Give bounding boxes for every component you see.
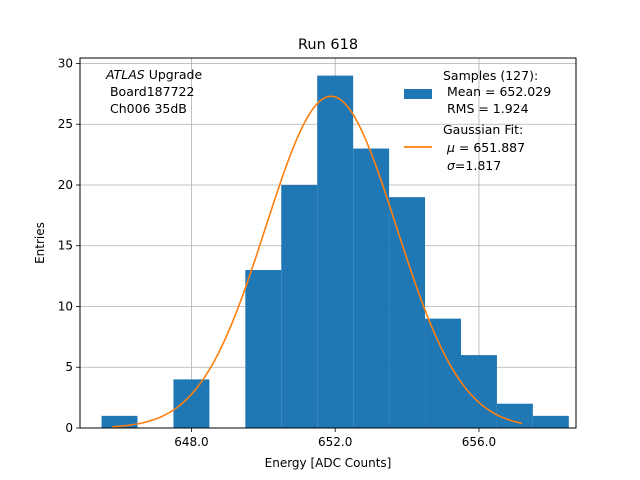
mu-symbol: μ xyxy=(446,140,455,155)
chart-title: Run 618 xyxy=(298,37,358,53)
x-axis-ticks: 648.0 652.0 656.0 xyxy=(174,428,496,449)
atlas-italic-label: ATLAS xyxy=(105,67,145,82)
legend-samples-line-2: Mean = 652.029 xyxy=(443,84,551,99)
histogram-bar xyxy=(281,184,318,428)
legend-samples-line-1: Samples (127): xyxy=(443,68,538,83)
sigma-value: =1.817 xyxy=(455,158,501,173)
annotation-line-1: ATLAS Upgrade xyxy=(105,67,202,82)
x-tick-label: 656.0 xyxy=(462,435,496,449)
axes-frame xyxy=(79,57,577,429)
mu-value: = 651.887 xyxy=(455,140,525,155)
legend-samples-swatch xyxy=(404,89,432,99)
histogram-bar xyxy=(460,355,497,428)
annotation-line-3: Ch006 35dB xyxy=(106,101,187,116)
gaussian-fit-curve xyxy=(112,95,523,428)
legend-samples-line-3: RMS = 1.924 xyxy=(443,101,529,116)
upgrade-label: Upgrade xyxy=(145,67,203,82)
legend: Samples (127): Mean = 652.029 RMS = 1.92… xyxy=(404,68,551,173)
histogram-bar xyxy=(245,270,282,428)
histogram-bar xyxy=(173,379,210,428)
histogram-bar xyxy=(317,75,354,428)
annotation-line-2: Board187722 xyxy=(106,84,194,99)
x-tick-label: 652.0 xyxy=(318,435,352,449)
histogram-bar xyxy=(389,197,426,428)
legend-fit-line-1: Gaussian Fit: xyxy=(443,122,523,137)
histogram-bar xyxy=(532,415,569,428)
y-axis-label: Entries xyxy=(33,222,47,264)
gaussian-fit xyxy=(112,95,523,428)
legend-fit-line-2: μ = 651.887 xyxy=(443,140,525,155)
x-tick-label: 648.0 xyxy=(174,435,208,449)
y-axis-ticks: 0 5 10 15 20 25 30 xyxy=(58,56,80,435)
histogram-bars xyxy=(101,75,569,428)
y-tick-label: 30 xyxy=(58,56,73,70)
y-tick-label: 25 xyxy=(58,117,73,131)
histogram-bar xyxy=(353,148,390,428)
y-tick-label: 20 xyxy=(58,178,73,192)
atlas-annotation: ATLAS Upgrade Board187722 Ch006 35dB xyxy=(105,67,202,116)
y-tick-label: 5 xyxy=(65,360,73,374)
histogram-bar xyxy=(496,403,533,428)
y-tick-label: 0 xyxy=(65,421,73,435)
y-tick-label: 15 xyxy=(58,239,73,253)
legend-fit-line-3: σ=1.817 xyxy=(443,158,501,173)
x-axis-label: Energy [ADC Counts] xyxy=(265,456,392,470)
y-tick-label: 10 xyxy=(58,299,73,313)
sigma-symbol: σ xyxy=(447,158,456,173)
